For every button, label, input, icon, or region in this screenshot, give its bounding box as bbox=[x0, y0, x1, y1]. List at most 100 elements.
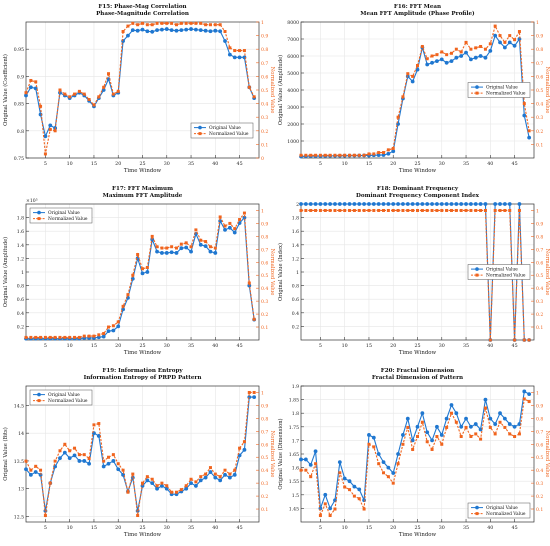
legend-swatch-marker bbox=[475, 85, 479, 89]
y-tick-label: 13.5 bbox=[14, 459, 24, 465]
data-point-original bbox=[323, 492, 328, 497]
data-point-original bbox=[203, 28, 208, 33]
data-point-normalized bbox=[53, 129, 57, 133]
data-point-original bbox=[208, 249, 213, 254]
data-point-normalized bbox=[43, 335, 47, 339]
data-point-original bbox=[299, 202, 303, 206]
data-point-normalized bbox=[121, 30, 125, 34]
series-original bbox=[24, 27, 257, 139]
data-point-normalized bbox=[170, 245, 174, 249]
data-point-normalized bbox=[165, 484, 169, 488]
x-tick-label: 10 bbox=[67, 161, 73, 167]
data-point-original bbox=[303, 202, 308, 206]
data-point-normalized bbox=[459, 50, 463, 54]
data-point-normalized bbox=[82, 92, 86, 96]
data-point-normalized bbox=[469, 435, 473, 439]
y2-tick-label: 0.4 bbox=[536, 286, 543, 292]
y2-tick-label: 0.5 bbox=[536, 273, 543, 279]
x-tick-label: 30 bbox=[439, 343, 445, 349]
y2-tick-label: 1 bbox=[536, 20, 539, 26]
data-point-original bbox=[444, 202, 449, 206]
data-point-normalized bbox=[160, 21, 164, 25]
data-point-normalized bbox=[218, 215, 222, 219]
series-original bbox=[299, 389, 532, 511]
data-point-original bbox=[357, 487, 362, 492]
series-normalized bbox=[299, 24, 531, 157]
x-tick-label: 35 bbox=[188, 525, 194, 531]
y-tick-label: 1.8 bbox=[292, 411, 299, 417]
data-point-original bbox=[140, 484, 145, 488]
data-point-normalized bbox=[474, 208, 478, 212]
data-point-original bbox=[507, 40, 512, 45]
data-point-normalized bbox=[92, 103, 96, 107]
legend-swatch-marker bbox=[198, 132, 202, 136]
x-tick-label: 5 bbox=[319, 525, 322, 531]
x-tick-label: 40 bbox=[487, 525, 493, 531]
data-point-original bbox=[493, 202, 498, 206]
x-tick-label: 15 bbox=[91, 161, 97, 167]
data-point-original bbox=[33, 470, 38, 474]
data-point-normalized bbox=[213, 472, 217, 476]
data-point-normalized bbox=[503, 40, 507, 44]
series-normalized bbox=[299, 397, 531, 518]
legend-swatch-marker bbox=[475, 505, 479, 510]
y-axis-right: 0.1 0.2 0.3 0.4 0.5 0.6 0.7 0.8 0.9 1 bbox=[531, 390, 543, 513]
y-tick-label: 1.6 bbox=[17, 229, 24, 235]
data-point-normalized bbox=[440, 442, 444, 446]
data-point-normalized bbox=[189, 245, 193, 249]
data-point-normalized bbox=[483, 47, 487, 51]
data-point-normalized bbox=[150, 234, 154, 238]
data-point-original bbox=[425, 430, 430, 435]
data-point-original bbox=[223, 39, 227, 43]
data-point-original bbox=[96, 335, 101, 340]
chart-title: F20: Fractal Dimension bbox=[381, 368, 455, 374]
y2-tick-label: 0.1 bbox=[261, 142, 268, 148]
data-point-normalized bbox=[136, 253, 140, 257]
data-point-normalized bbox=[328, 153, 332, 157]
y-axis-label: Original Value (Dimension) bbox=[277, 418, 284, 489]
data-point-normalized bbox=[333, 507, 337, 511]
data-point-original bbox=[502, 45, 507, 50]
y-tick-label: 1.8 bbox=[292, 216, 299, 222]
data-point-original bbox=[328, 202, 333, 206]
data-point-normalized bbox=[299, 468, 303, 472]
y-tick-label: 0.8 bbox=[17, 284, 24, 290]
data-point-normalized bbox=[406, 425, 410, 429]
data-point-normalized bbox=[449, 208, 453, 212]
data-point-normalized bbox=[179, 488, 183, 492]
data-point-original bbox=[223, 227, 227, 232]
data-point-original bbox=[376, 153, 381, 158]
data-point-original bbox=[164, 251, 169, 255]
data-point-normalized bbox=[464, 425, 468, 429]
data-point-normalized bbox=[77, 89, 81, 93]
legend-swatch-marker bbox=[37, 210, 41, 215]
data-point-normalized bbox=[440, 208, 444, 212]
data-point-normalized bbox=[184, 484, 188, 488]
data-point-normalized bbox=[63, 335, 67, 339]
data-point-original bbox=[449, 202, 454, 206]
data-point-normalized bbox=[479, 208, 483, 212]
y-tick-label: 1.85 bbox=[289, 398, 299, 404]
data-point-normalized bbox=[411, 447, 415, 451]
legend-swatch-marker bbox=[475, 273, 479, 277]
data-point-original bbox=[189, 27, 193, 31]
data-point-normalized bbox=[208, 245, 212, 249]
data-point-original bbox=[145, 478, 150, 483]
data-point-normalized bbox=[43, 152, 47, 156]
x-tick-label: 40 bbox=[487, 161, 493, 167]
x-tick-label: 35 bbox=[463, 343, 469, 349]
data-point-normalized bbox=[352, 494, 356, 498]
data-point-original bbox=[223, 472, 227, 477]
data-point-original bbox=[169, 28, 174, 33]
y2-tick-label: 0.6 bbox=[261, 442, 268, 448]
data-point-normalized bbox=[318, 514, 322, 518]
data-point-normalized bbox=[63, 442, 67, 446]
x-tick-label: 5 bbox=[44, 525, 47, 531]
y2-tick-label: 0.2 bbox=[261, 129, 268, 135]
data-point-original bbox=[464, 416, 468, 421]
data-point-normalized bbox=[174, 490, 178, 494]
series-normalized bbox=[299, 208, 531, 342]
data-point-normalized bbox=[377, 208, 381, 212]
data-point-original bbox=[198, 242, 203, 247]
